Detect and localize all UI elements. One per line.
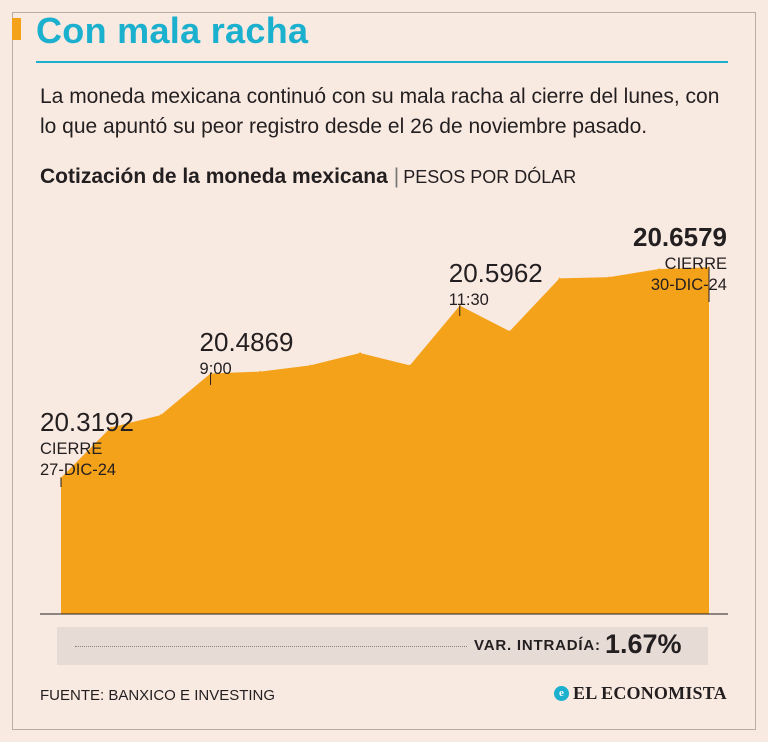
data-point xyxy=(110,426,112,429)
data-point xyxy=(558,277,561,280)
title-accent-bar xyxy=(12,18,21,40)
annotation-value: 20.4869 xyxy=(200,327,294,357)
data-point xyxy=(409,364,411,367)
data-point xyxy=(159,414,162,416)
annotation-label: 11:30 xyxy=(449,291,489,309)
chart-title: Cotización de la moneda mexicana xyxy=(40,165,388,188)
brand-e-icon: e xyxy=(554,686,569,701)
intraday-variation-box: VAR. INTRADÍA: 1.67% xyxy=(57,627,708,665)
page-subtitle: La moneda mexicana continuó con su mala … xyxy=(40,85,720,138)
data-point xyxy=(359,352,361,354)
dotted-leader xyxy=(75,646,467,647)
annotation-label: 9:00 xyxy=(200,360,232,378)
variation-label: VAR. INTRADÍA: xyxy=(474,637,601,654)
infographic-frame xyxy=(12,12,756,730)
chart-heading: Cotización de la moneda mexicana | PESOS P… xyxy=(40,165,577,188)
page-title: Con mala racha xyxy=(36,10,309,51)
data-point xyxy=(608,276,611,278)
data-point xyxy=(309,364,312,367)
annotation-value: 20.5962 xyxy=(449,258,543,288)
title-divider xyxy=(36,61,728,63)
variation-value: 1.67% xyxy=(605,629,682,659)
source-note: FUENTE: BANXICO E INVESTING xyxy=(40,687,276,704)
data-point xyxy=(658,268,660,270)
chart-unit: PESOS POR DÓLAR xyxy=(403,167,577,187)
annotation-label: CIERRE xyxy=(665,255,727,273)
annotation-value: 20.3192 xyxy=(40,407,134,437)
annotation-date: 27-DIC-24 xyxy=(40,461,116,479)
data-point xyxy=(508,330,511,333)
annotation-date: 30-DIC-24 xyxy=(651,276,727,294)
brand-name: EL ECONOMISTA xyxy=(573,683,727,703)
annotation-label: CIERRE xyxy=(40,440,102,458)
area-series xyxy=(61,267,709,614)
data-point xyxy=(259,370,262,373)
annotation-value: 20.6579 xyxy=(633,222,727,252)
brand-logo: e EL ECONOMISTA xyxy=(554,683,727,704)
